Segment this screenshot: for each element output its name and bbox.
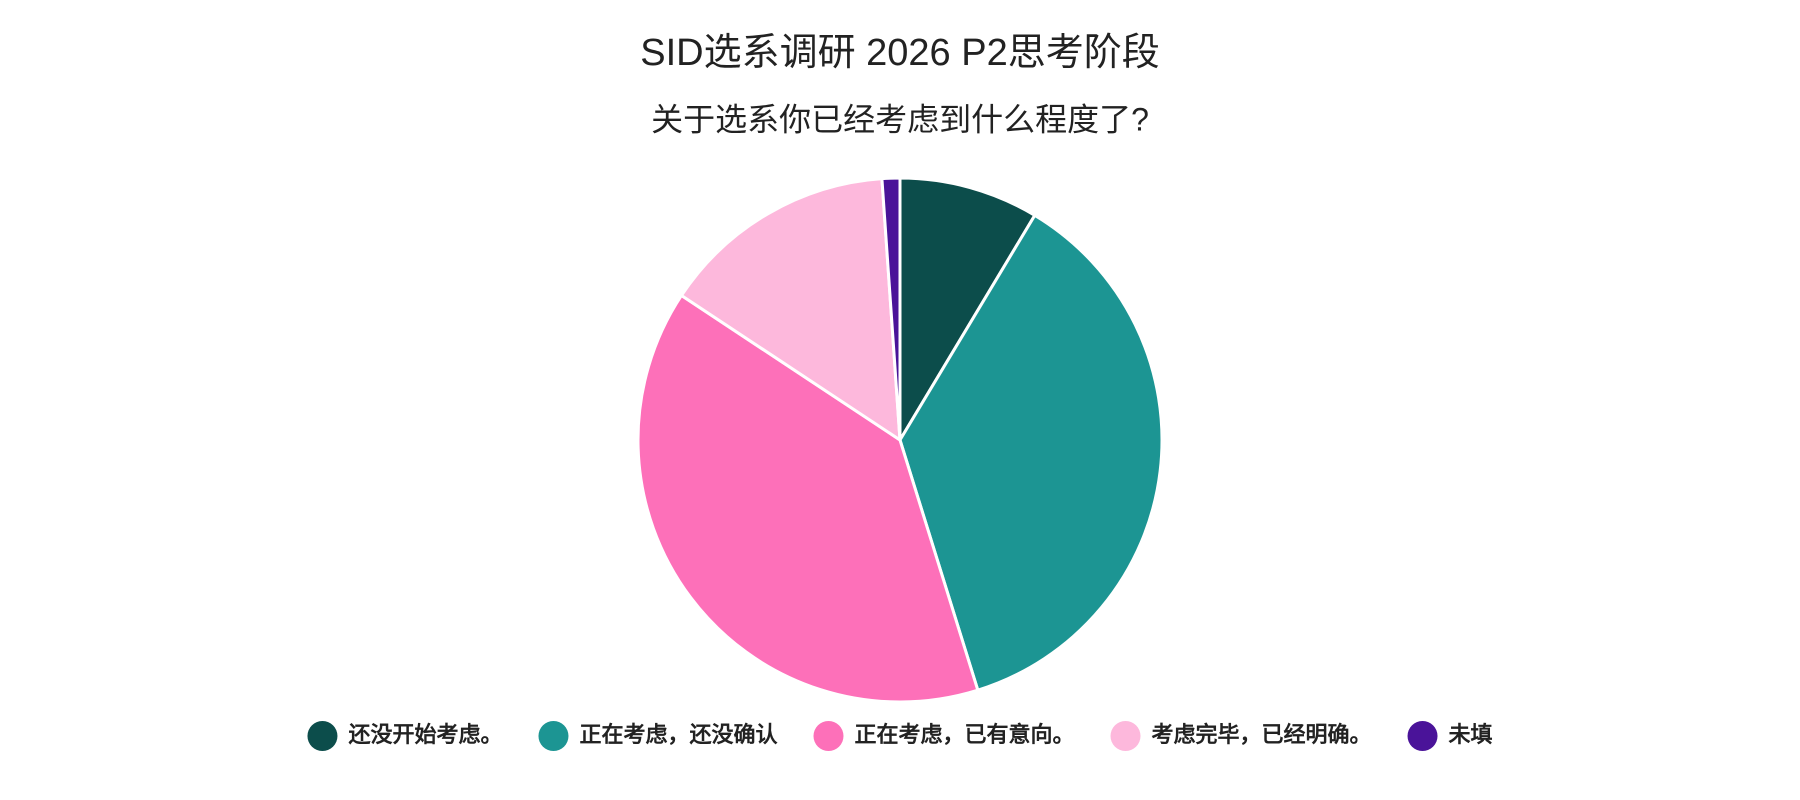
legend-item: 考虑完毕，已经明确。 (1110, 721, 1372, 751)
chart-title: SID选系调研 2026 P2思考阶段 (640, 32, 1159, 74)
legend-item: 正在考虑，已有意向。 (813, 721, 1075, 751)
legend-swatch (1407, 721, 1438, 751)
pie-slice (880, 176, 902, 441)
legend-label: 正在考虑，已有意向。 (854, 722, 1074, 747)
legend-item: 还没开始考虑。 (307, 721, 502, 751)
pie-slice (679, 177, 902, 443)
legend-label: 考虑完毕，已经明确。 (1152, 722, 1372, 747)
legend-swatch (813, 721, 844, 751)
pie-slice (636, 293, 980, 704)
legend-swatch (307, 721, 338, 751)
pie-slice (898, 213, 1164, 693)
legend-label: 未填 (1449, 722, 1493, 747)
legend-item: 未填 (1407, 721, 1493, 751)
legend-label: 正在考虑，还没确认 (579, 722, 777, 747)
legend-swatch (1110, 721, 1141, 751)
legend-swatch (538, 721, 569, 751)
legend-item: 正在考虑，还没确认 (538, 721, 777, 751)
pie-slice (898, 176, 1037, 446)
legend-label: 还没开始考虑。 (347, 722, 502, 747)
chart-subtitle: 关于选系你已经考虑到什么程度了? (651, 101, 1149, 137)
